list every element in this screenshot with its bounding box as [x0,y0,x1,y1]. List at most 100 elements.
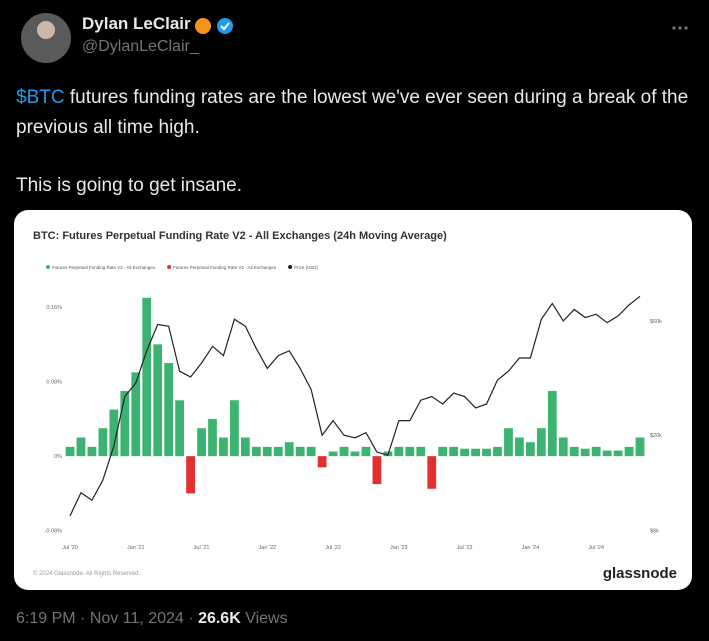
tweet-meta: 6:19 PM · Nov 11, 2024 · 26.6K Views [16,610,288,628]
funding-bar [493,446,502,457]
paragraph: $BTC futures funding rates are the lowes… [16,83,698,143]
funding-bar [65,446,75,457]
chart-title: BTC: Futures Perpetual Funding Rate V2 -… [33,230,447,242]
funding-bar [372,456,382,485]
funding-bar [219,437,228,457]
y-tick-label: -0.08% [45,529,63,535]
funding-bar [394,446,404,457]
funding-bar [591,446,601,457]
funding-bar [87,446,97,457]
legend-label: Price [USD] [294,265,318,270]
funding-bar [602,450,612,457]
funding-bar [449,446,459,457]
y-tick-label: 0.08% [46,380,62,386]
x-tick-label: Jul '23 [457,545,473,551]
card-background [14,210,692,590]
views-label: Views [245,610,288,627]
funding-bar [471,448,480,457]
funding-bar [438,446,448,457]
funding-bar [197,428,206,457]
author-handle[interactable]: @DylanLeClair_ [82,38,199,55]
x-tick-label: Jul '21 [194,545,210,551]
x-tick-label: Jan '22 [259,545,277,551]
funding-bar [613,450,623,457]
y2-tick-label: $60k [650,319,662,325]
x-tick-label: Jul '24 [588,545,604,551]
funding-bar [547,390,557,457]
paragraph: This is going to get insane. [16,175,243,196]
orange-badge [195,18,211,34]
more-dot[interactable] [678,26,682,30]
verified-badge [217,18,233,34]
funding-bar [317,456,327,468]
author-name[interactable]: Dylan LeClair [82,14,191,33]
funding-bar [306,446,316,457]
funding-bar [405,446,415,457]
funding-bar [120,390,130,457]
funding-bar [536,428,546,457]
legend-marker [288,265,293,269]
y2-tick-label: $20k [650,433,662,439]
funding-bar [569,446,579,457]
header-graphics [21,13,688,63]
funding-bar [416,446,426,457]
funding-bar [350,451,360,457]
funding-bar [131,372,141,457]
funding-bar [361,446,371,457]
funding-bar [295,446,305,457]
tweet-text: $BTC futures funding rates are the lowes… [16,83,698,229]
legend-label: Futures Perpetual Funding Rate V2 - All … [173,265,277,270]
y-tick-label: 0% [54,454,62,460]
text: futures funding rates are the lowest we'… [16,87,689,138]
separator: · [188,610,194,627]
x-tick-label: Jan '24 [522,545,540,551]
y-tick-label: 0.16% [46,305,62,311]
more-dot[interactable] [672,26,676,30]
separator: · [80,610,86,627]
funding-bar [339,446,349,457]
funding-bar [109,409,119,457]
funding-bar [482,448,491,457]
x-tick-label: Jan '23 [390,545,408,551]
funding-bar [284,442,294,457]
funding-bar [142,297,152,457]
funding-bar [635,437,645,457]
funding-bar [460,448,469,457]
funding-bar [515,437,524,457]
chart-card[interactable]: BTC: Futures Perpetual Funding Rate V2 -… [14,210,692,590]
funding-bar [241,437,250,457]
funding-bar [558,437,568,457]
avatar-face [37,21,55,39]
legend-label: Futures Perpetual Funding Rate V2 - All … [52,265,156,270]
verified-check [220,22,230,31]
funding-bar [262,446,272,457]
brand: glassnode [603,565,677,582]
legend-marker [46,265,50,269]
funding-bar [504,428,513,457]
funding-bar [76,437,86,457]
x-tick-label: Jul '20 [62,545,78,551]
funding-bar [164,363,174,457]
date[interactable]: Nov 11, 2024 [89,610,184,627]
funding-bar [526,442,535,457]
funding-bar [328,451,338,457]
more-dot[interactable] [684,26,688,30]
time: 6:19 PM [16,610,76,627]
cashtag[interactable]: $BTC [16,87,65,108]
views-count: 26.6K [198,610,241,627]
funding-bar [427,456,437,489]
funding-bar [580,448,590,457]
funding-bar [153,344,163,457]
x-tick-label: Jan '21 [127,545,145,551]
footer: © 2024 Glassnode. All Rights Reserved. [33,570,140,577]
funding-bar [186,456,195,494]
funding-bar [230,400,239,457]
y2-tick-label: $8k [650,528,659,534]
funding-bar [208,418,217,457]
funding-bar [175,400,184,457]
funding-bar [624,446,634,457]
funding-bar [251,446,261,457]
legend-marker [167,265,172,269]
price-line [69,295,641,517]
funding-bar [273,446,283,457]
